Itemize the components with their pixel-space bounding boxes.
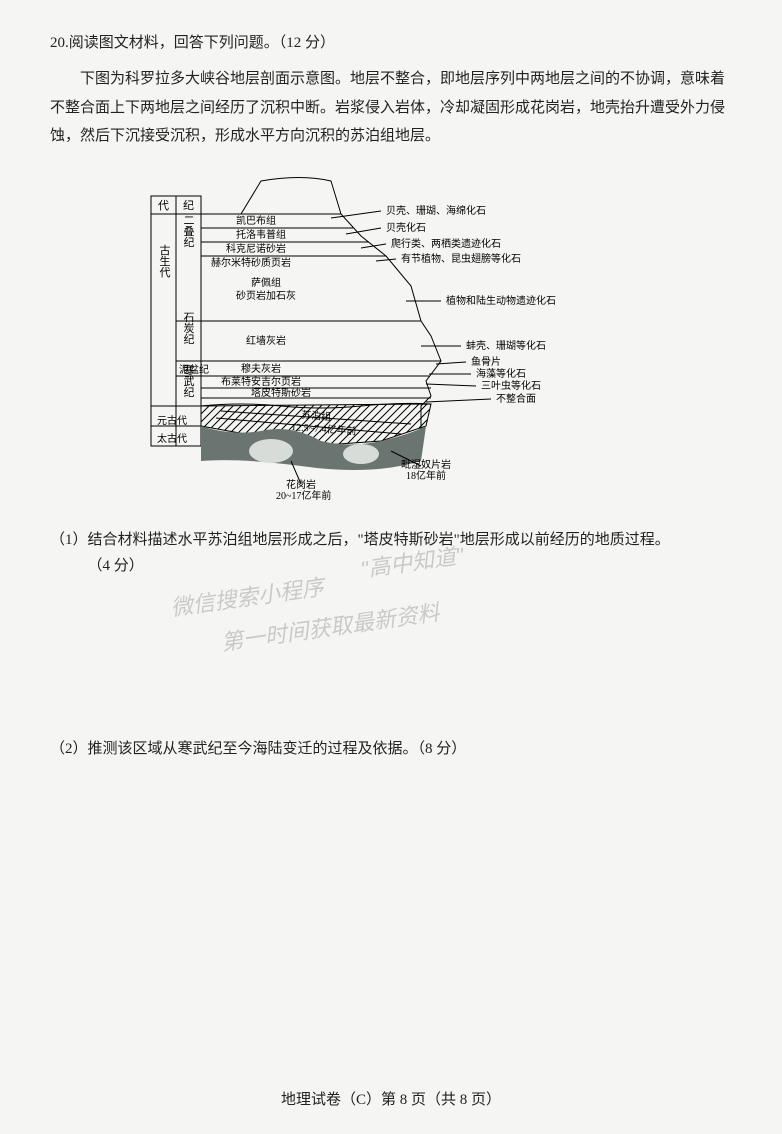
layer-supai-sub: 砂页岩加石灰 — [236, 289, 296, 302]
period-cambrian: 寒武纪 — [182, 363, 195, 397]
fossil-redwall: 蚌壳、珊瑚等化石 — [466, 339, 546, 352]
period-permian: 二叠纪 — [182, 214, 195, 247]
layer-bright-angel: 布莱特安吉尔页岩 — [221, 375, 301, 388]
stratigraphy-diagram: 代 纪 古生代 元古代 太古代 二叠纪 石炭纪 泥盆纪 寒武纪 — [121, 166, 661, 506]
answer-space-1 — [50, 575, 732, 725]
fossil-hermit: 有节植物、昆虫翅膀等化石 — [401, 252, 521, 265]
layer-granite: 花岗岩 — [286, 478, 316, 491]
layer-vishnu-age: 18亿年前 — [406, 469, 446, 482]
fossil-toroweap: 贝壳化石 — [386, 221, 426, 234]
fossil-supai: 植物和陆生动物遗迹化石 — [446, 294, 556, 307]
layer-granite-age: 20~17亿年前 — [276, 489, 331, 502]
header-dai: 代 — [158, 199, 169, 212]
layer-coconino: 科克尼诺砂岩 — [226, 242, 286, 255]
fossil-bright-angel: 三叶虫等化石 — [481, 379, 541, 392]
layer-tapeats: 塔皮特斯砂岩 — [251, 386, 311, 399]
layer-toroweap: 托洛韦普组 — [236, 228, 286, 241]
period-carboniferous: 石炭纪 — [182, 311, 195, 344]
layer-vishnu: 毗湿奴片岩 — [401, 458, 451, 471]
fossil-kaibab: 贝壳、珊瑚、海绵化石 — [386, 204, 486, 217]
question-paragraph: 下图为科罗拉多大峡谷地层剖面示意图。地层不整合，即地层序列中两地层之间的不协调，… — [50, 65, 732, 151]
question-header: 20.阅读图文材料，回答下列问题。（12 分） — [50, 30, 732, 57]
header-ji: 纪 — [183, 199, 194, 212]
sq2-text: （2）推测该区域从寒武纪至今海陆变迁的过程及依据。（8 分） — [50, 741, 466, 757]
diagram-wrapper: 代 纪 古生代 元古代 太古代 二叠纪 石炭纪 泥盆纪 寒武纪 — [50, 166, 732, 506]
layer-muav: 穆夫灰岩 — [241, 362, 281, 375]
era-archean: 太古代 — [157, 432, 187, 445]
page-footer: 地理试卷（C）第 8 页（共 8 页） — [0, 1088, 782, 1109]
subquestion-1: （1）结合材料描述水平苏泊组地层形成之后，"塔皮特斯砂岩"地层形成以前经历的地质… — [50, 526, 732, 555]
layer-supai: 萨佩组 — [251, 276, 281, 289]
layer-hermit: 赫尔米特砂质页岩 — [211, 256, 291, 269]
fossil-muav: 海藻等化石 — [476, 367, 526, 380]
sq1-points: （4 分） — [88, 554, 733, 575]
question-number: 20. — [50, 35, 69, 51]
label-unconformity: 不整合面 — [496, 392, 536, 405]
fossil-coconino: 爬行类、两栖类遗迹化石 — [391, 237, 501, 250]
fossil-muav-top: 鱼骨片 — [471, 355, 501, 368]
layer-redwall: 红墙灰岩 — [246, 334, 286, 347]
era-proterozoic: 元古代 — [157, 414, 187, 427]
era-paleozoic: 古生代 — [158, 244, 171, 278]
subquestion-2: （2）推测该区域从寒武纪至今海陆变迁的过程及依据。（8 分） — [50, 735, 732, 764]
question-title: 阅读图文材料，回答下列问题。（12 分） — [69, 35, 335, 51]
sq1-text: （1）结合材料描述水平苏泊组地层形成之后，"塔皮特斯砂岩"地层形成以前经历的地质… — [50, 532, 670, 548]
layer-kaibab: 凯巴布组 — [236, 214, 276, 227]
